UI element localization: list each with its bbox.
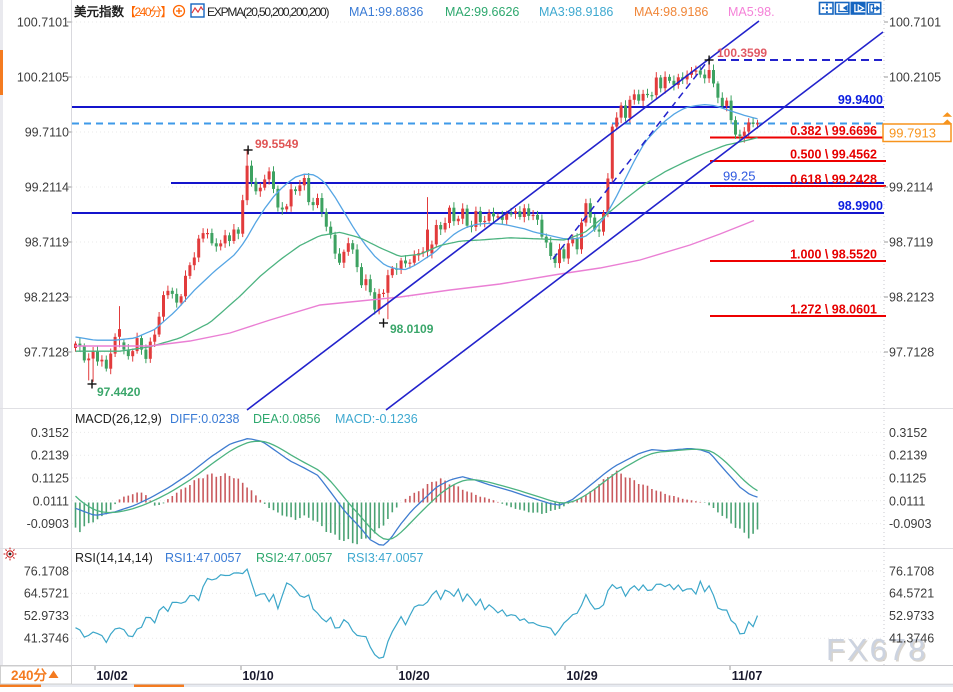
svg-text:99.9400: 99.9400: [838, 93, 883, 107]
svg-text:10/10: 10/10: [242, 669, 273, 683]
svg-text:MA3:98.9186: MA3:98.9186: [539, 5, 613, 19]
svg-text:41.3746: 41.3746: [24, 632, 69, 646]
svg-text:98.2123: 98.2123: [889, 291, 934, 305]
svg-text:MA2:99.6626: MA2:99.6626: [445, 5, 519, 19]
svg-text:41.3746: 41.3746: [889, 632, 934, 646]
svg-text:DIFF:0.0238: DIFF:0.0238: [170, 412, 240, 426]
svg-text:98.9900: 98.9900: [838, 199, 883, 213]
svg-text:0.0111: 0.0111: [33, 494, 69, 508]
svg-text:0.500 \ 99.4562: 0.500 \ 99.4562: [790, 148, 877, 162]
svg-text:0.1125: 0.1125: [889, 472, 926, 486]
svg-text:100.3599: 100.3599: [717, 46, 767, 60]
svg-text:1.272 \ 98.0601: 1.272 \ 98.0601: [790, 303, 877, 317]
svg-text:-0.0903: -0.0903: [27, 517, 69, 531]
svg-text:100.2105: 100.2105: [889, 71, 941, 85]
svg-text:76.1708: 76.1708: [889, 565, 934, 579]
svg-text:52.9733: 52.9733: [889, 609, 934, 623]
svg-text:100.7101: 100.7101: [17, 16, 69, 30]
svg-text:240分: 240分: [11, 668, 48, 683]
svg-text:10/02: 10/02: [96, 669, 127, 683]
svg-text:MACD:-0.1236: MACD:-0.1236: [335, 412, 418, 426]
svg-text:64.5721: 64.5721: [24, 587, 69, 601]
svg-text:76.1708: 76.1708: [24, 565, 69, 579]
svg-text:97.4420: 97.4420: [97, 385, 141, 399]
svg-text:98.2123: 98.2123: [24, 291, 69, 305]
svg-text:0.2139: 0.2139: [31, 449, 69, 463]
svg-text:FX678: FX678: [828, 634, 929, 669]
svg-text:99.2114: 99.2114: [25, 181, 69, 195]
svg-text:10/20: 10/20: [398, 669, 429, 683]
svg-text:100.7101: 100.7101: [889, 16, 941, 30]
svg-text:98.0109: 98.0109: [390, 322, 434, 336]
svg-text:99.5549: 99.5549: [255, 137, 299, 151]
svg-text:0.0111: 0.0111: [889, 494, 925, 508]
svg-text:11/07: 11/07: [732, 669, 763, 683]
svg-text:【240分】: 【240分】: [124, 5, 171, 19]
svg-text:97.7128: 97.7128: [889, 346, 934, 360]
svg-text:98.7119: 98.7119: [889, 236, 933, 250]
svg-text:EXPMA(20,50,200,200,200): EXPMA(20,50,200,200,200): [207, 5, 330, 19]
svg-text:99.25: 99.25: [723, 169, 756, 184]
svg-text:MA1:99.8836: MA1:99.8836: [349, 5, 423, 19]
svg-text:RSI1:47.0057: RSI1:47.0057: [165, 551, 241, 565]
svg-text:MACD(26,12,9): MACD(26,12,9): [75, 412, 162, 426]
svg-text:99.2114: 99.2114: [889, 181, 933, 195]
svg-text:MA5:98.: MA5:98.: [728, 5, 775, 19]
svg-text:10/29: 10/29: [566, 669, 597, 683]
svg-text:52.9733: 52.9733: [24, 609, 69, 623]
svg-text:0.3152: 0.3152: [889, 426, 927, 440]
svg-text:99.7110: 99.7110: [25, 126, 69, 140]
svg-text:0.2139: 0.2139: [889, 449, 927, 463]
svg-text:99.7913: 99.7913: [889, 126, 936, 141]
svg-text:0.1125: 0.1125: [32, 472, 69, 486]
svg-text:RSI3:47.0057: RSI3:47.0057: [347, 551, 423, 565]
svg-text:美元指数: 美元指数: [74, 4, 125, 19]
svg-text:-0.0903: -0.0903: [889, 517, 931, 531]
svg-text:98.7119: 98.7119: [25, 236, 69, 250]
svg-text:MA4:98.9186: MA4:98.9186: [634, 5, 708, 19]
svg-text:64.5721: 64.5721: [889, 587, 934, 601]
svg-text:RSI2:47.0057: RSI2:47.0057: [256, 551, 332, 565]
svg-text:97.7128: 97.7128: [24, 346, 69, 360]
svg-text:0.382 \ 99.6696: 0.382 \ 99.6696: [790, 124, 877, 138]
svg-text:0.3152: 0.3152: [31, 426, 69, 440]
svg-text:RSI(14,14,14): RSI(14,14,14): [75, 551, 153, 565]
svg-text:0.618 \ 99.2428: 0.618 \ 99.2428: [790, 173, 877, 187]
svg-text:DEA:0.0856: DEA:0.0856: [253, 412, 320, 426]
svg-text:FX678: FX678: [826, 632, 927, 667]
svg-text:100.2105: 100.2105: [17, 71, 69, 85]
svg-text:1.000 \ 98.5520: 1.000 \ 98.5520: [790, 248, 877, 262]
